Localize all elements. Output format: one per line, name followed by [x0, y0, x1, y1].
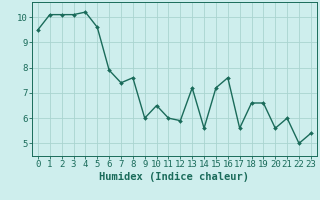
- X-axis label: Humidex (Indice chaleur): Humidex (Indice chaleur): [100, 172, 249, 182]
